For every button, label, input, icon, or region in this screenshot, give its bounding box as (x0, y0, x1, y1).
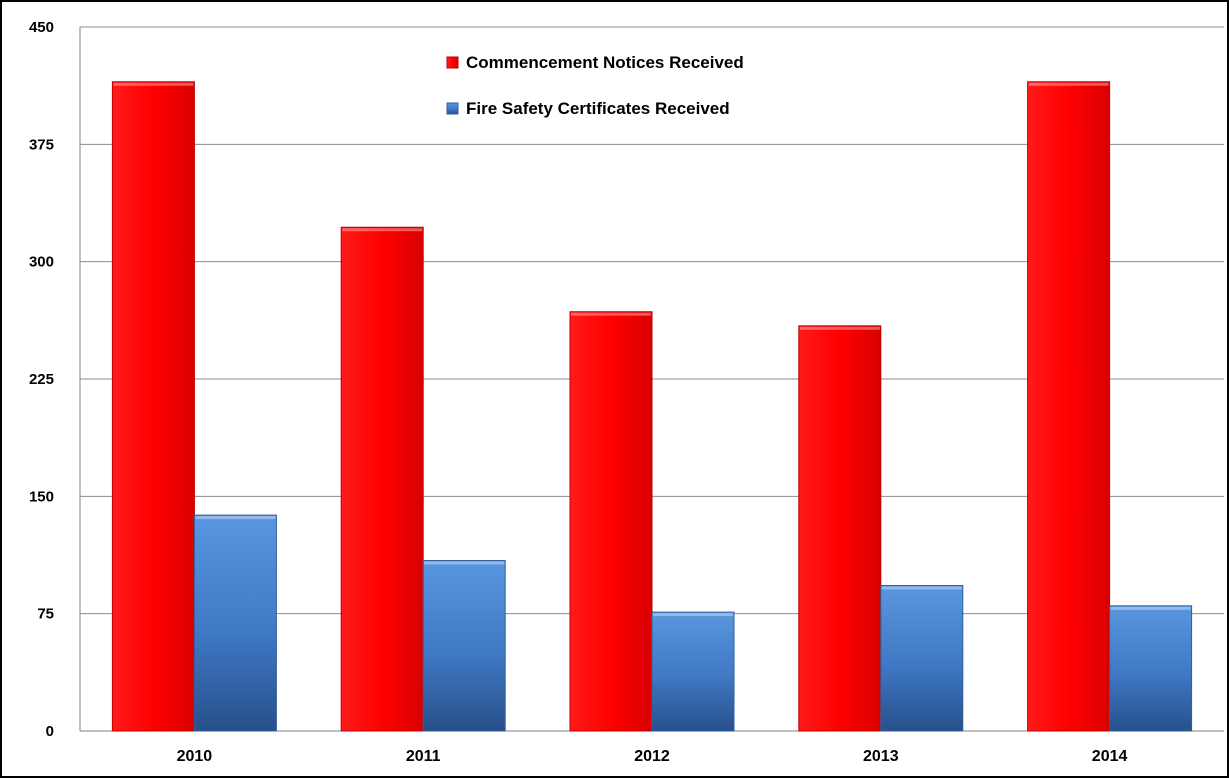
bar-commencement-notices-2010 (111, 81, 195, 732)
bar-highlight (1028, 82, 1109, 86)
axis-labels: 0 75 150 225 300 375 450 2010 2011 2012 2013 2014 (29, 19, 1128, 765)
y-tick-label: 375 (29, 136, 54, 153)
bar-highlight (342, 228, 423, 232)
bar-highlight (424, 561, 505, 565)
legend-label: Fire Safety Certificates Received (466, 99, 730, 118)
legend-swatch (446, 56, 459, 69)
bar-fire-safety-certificates-2012 (651, 611, 735, 732)
y-tick-label: 150 (29, 488, 54, 505)
bar-commencement-notices-2012 (569, 311, 653, 732)
bars (111, 81, 1193, 732)
bar-highlight (799, 326, 880, 330)
bar-highlight (653, 613, 733, 617)
bar-highlight (195, 516, 276, 520)
x-tick-label: 2014 (1092, 748, 1128, 765)
bar-fire-safety-certificates-2014 (1109, 605, 1193, 732)
bar-highlight (113, 82, 194, 86)
legend-swatch (446, 102, 459, 115)
bar-commencement-notices-2013 (798, 325, 882, 732)
y-tick-label: 0 (46, 723, 54, 740)
legend-item: Fire Safety Certificates Received (446, 99, 730, 118)
x-tick-label: 2012 (634, 748, 670, 765)
y-tick-label: 300 (29, 254, 54, 271)
bar-commencement-notices-2014 (1027, 81, 1111, 732)
x-tick-label: 2013 (863, 748, 899, 765)
y-tick-label: 75 (37, 606, 54, 623)
legend-item: Commencement Notices Received (446, 53, 744, 72)
y-tick-label: 225 (29, 371, 54, 388)
bar-fire-safety-certificates-2011 (422, 559, 506, 732)
x-tick-label: 2011 (406, 748, 441, 765)
bar-highlight (571, 312, 651, 316)
legend-label: Commencement Notices Received (466, 53, 744, 72)
legend: Commencement Notices Received Fire Safety… (446, 53, 744, 118)
bar-highlight (1110, 606, 1191, 610)
bar-highlight (881, 586, 962, 590)
x-tick-label: 2010 (177, 748, 213, 765)
bar-commencement-notices-2011 (340, 226, 424, 732)
bar-fire-safety-certificates-2013 (880, 585, 964, 732)
y-tick-label: 450 (29, 19, 54, 36)
bar-fire-safety-certificates-2010 (193, 514, 277, 732)
